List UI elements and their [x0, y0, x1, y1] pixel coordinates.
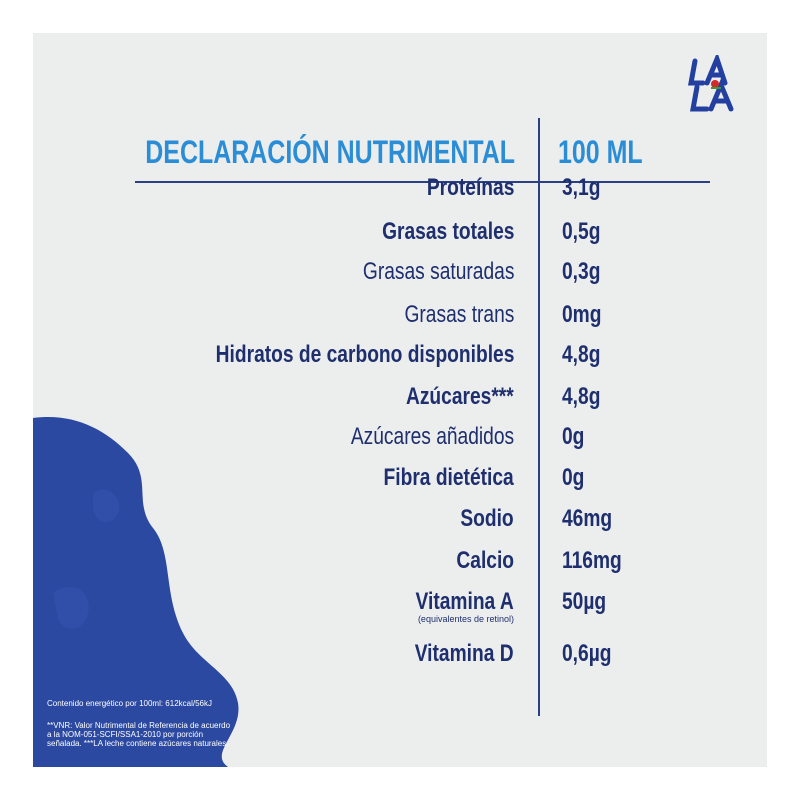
- nutrient-label: Azúcares***: [406, 383, 514, 410]
- nutrient-label: Vitamina A: [415, 588, 514, 615]
- nutrient-value: 3,1g: [562, 174, 601, 201]
- header-divider: [135, 181, 710, 183]
- energy-footnote: Contenido energético por 100ml: 612kcal/…: [47, 699, 212, 708]
- nutrient-label: Azúcares añadidos: [350, 423, 514, 450]
- nutrient-row: Azúcares añadidos 0g: [33, 422, 767, 452]
- nutrient-row: Grasas totales 0,5g: [33, 217, 767, 247]
- serving-size: 100 ML: [558, 134, 643, 170]
- nutrient-label: Vitamina D: [415, 640, 514, 667]
- nutrient-row: Hidratos de carbono disponibles 4,8g: [33, 340, 767, 370]
- nutrient-label: Fibra dietética: [383, 464, 514, 491]
- nutrient-sublabel: (equivalentes de retinol): [417, 614, 514, 624]
- nutrient-row: Vitamina D 0,6µg: [33, 639, 767, 669]
- nutrient-value: 50µg: [562, 588, 607, 615]
- nutrient-value: 116mg: [562, 547, 622, 574]
- nutrient-value: 0,5g: [562, 218, 601, 245]
- milk-splash-shape: [33, 417, 239, 767]
- nutrient-value: 0,3g: [562, 258, 601, 285]
- nutrient-value: 0g: [562, 423, 585, 450]
- nutrient-row: Calcio 116mg: [33, 546, 767, 576]
- nutrient-label: Sodio: [460, 505, 514, 532]
- nutrient-label: Grasas saturadas: [362, 258, 514, 285]
- nutrient-label: Grasas totales: [381, 218, 514, 245]
- lala-logo: [688, 55, 734, 112]
- nutrient-row: Fibra dietética 0g: [33, 463, 767, 493]
- nutrient-row: Grasas trans 0mg: [33, 300, 767, 330]
- nutrient-value: 0g: [562, 464, 585, 491]
- table-title: DECLARACIÓN NUTRIMENTAL: [145, 134, 515, 170]
- nutrition-card: DECLARACIÓN NUTRIMENTAL 100 ML Proteínas…: [33, 33, 767, 767]
- nutrient-label: Hidratos de carbono disponibles: [215, 341, 514, 368]
- nutrient-row: Proteínas 3,1g: [33, 173, 767, 203]
- nutrient-row: Sodio 46mg: [33, 504, 767, 534]
- nutrient-value: 0mg: [562, 301, 602, 328]
- nutrient-label: Proteínas: [426, 174, 515, 201]
- nutrient-row: Vitamina A 50µg (equivalentes de retinol): [33, 587, 767, 624]
- nutrient-row: Azúcares*** 4,8g: [33, 382, 767, 412]
- vnr-footnote: **VNR: Valor Nutrimental de Referencia d…: [47, 721, 231, 748]
- nutrient-value: 4,8g: [562, 341, 601, 368]
- nutrient-row: Grasas saturadas 0,3g: [33, 257, 767, 287]
- nutrient-label: Grasas trans: [404, 301, 514, 328]
- nutrient-value: 46mg: [562, 505, 613, 532]
- nutrient-value: 0,6µg: [562, 640, 612, 667]
- column-divider: [538, 118, 540, 716]
- nutrient-label: Calcio: [456, 547, 514, 574]
- nutrient-value: 4,8g: [562, 383, 601, 410]
